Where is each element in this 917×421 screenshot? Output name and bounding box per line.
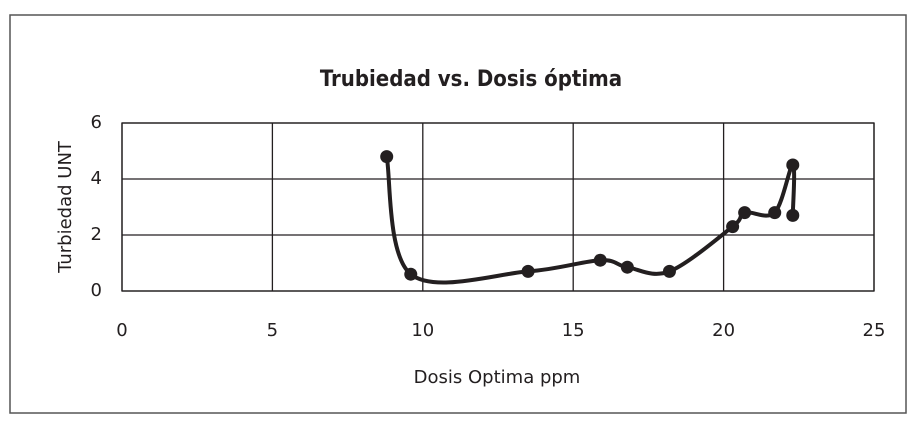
x-tick-label: 15 bbox=[562, 320, 585, 341]
data-point bbox=[380, 150, 394, 164]
plot-border bbox=[121, 122, 875, 292]
data-point bbox=[620, 260, 634, 274]
x-tick-label: 0 bbox=[116, 320, 127, 341]
y-axis-label: Turbiedad UNT bbox=[55, 140, 76, 274]
y-tick-label: 6 bbox=[91, 112, 102, 133]
data-point bbox=[726, 220, 740, 234]
x-tick-label: 10 bbox=[411, 320, 434, 341]
x-tick-label: 25 bbox=[863, 320, 886, 341]
chart-title: Trubiedad vs. Dosis óptima bbox=[320, 67, 622, 92]
data-point bbox=[662, 264, 676, 278]
data-point bbox=[768, 206, 782, 220]
data-point bbox=[738, 206, 752, 220]
data-point bbox=[521, 264, 535, 278]
data-point bbox=[404, 267, 418, 281]
x-tick-label: 20 bbox=[712, 320, 735, 341]
x-tick-label: 5 bbox=[267, 320, 278, 341]
y-tick-label: 4 bbox=[91, 168, 102, 189]
y-tick-label: 0 bbox=[91, 280, 102, 301]
data-point bbox=[593, 253, 607, 267]
x-axis-label: Dosis Optima ppm bbox=[414, 367, 581, 388]
y-tick-label: 2 bbox=[91, 224, 102, 245]
data-point bbox=[786, 208, 800, 222]
data-point bbox=[786, 158, 800, 172]
